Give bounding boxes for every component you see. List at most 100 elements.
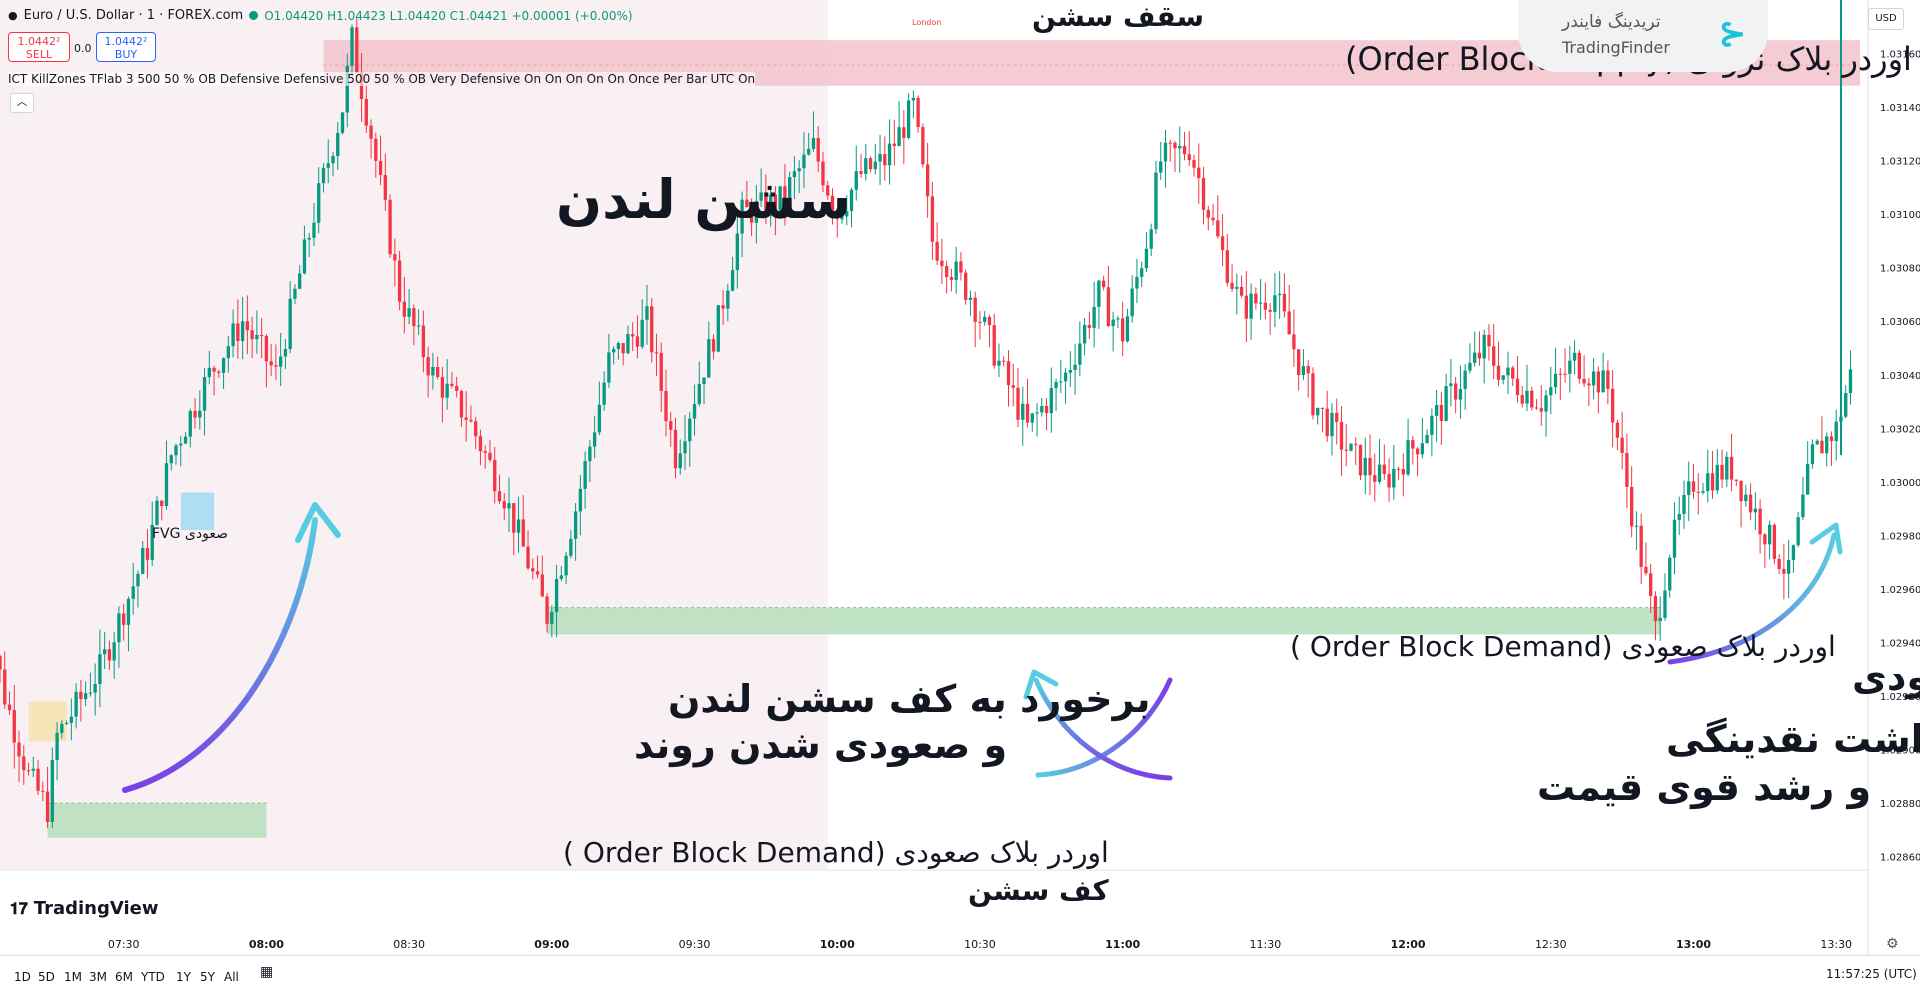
candle-body [559, 575, 563, 579]
candle-body [1639, 525, 1643, 567]
zone-demand-1 [547, 607, 1661, 635]
candle-body [811, 137, 816, 149]
candle-body [1473, 352, 1477, 363]
candle-body [1320, 407, 1325, 409]
candle-body [88, 692, 93, 694]
candle-body [1054, 382, 1058, 389]
candle-body [474, 421, 478, 437]
candle-series [0, 0, 1853, 829]
candle-body [1415, 448, 1420, 455]
tf-1y[interactable]: 1Y [176, 970, 191, 984]
candle-body [141, 548, 145, 574]
candle-body [554, 578, 559, 613]
candle-body [1691, 481, 1696, 492]
tf-ytd[interactable]: YTD [141, 970, 165, 984]
candle-body [1834, 421, 1838, 442]
y-tick-label-2: 1.03120 [1880, 157, 1920, 168]
candle-body [883, 154, 887, 166]
y-tick-label-11: 1.02940 [1880, 638, 1920, 649]
tradingview-label: TradingView [33, 898, 159, 919]
candle-body [69, 716, 74, 723]
y-tick-label-13: 1.02900 [1880, 746, 1920, 757]
candle-body [1144, 248, 1149, 269]
candle-body [1725, 456, 1729, 480]
candle-body [1772, 524, 1777, 559]
tf-1d[interactable]: 1D [14, 970, 31, 984]
sell-button[interactable]: 1.0442² SELL [8, 32, 70, 62]
candle-body [526, 546, 530, 569]
candle-body [1216, 220, 1220, 237]
candle-body [702, 377, 706, 385]
x-tick-label-1: 08:00 [249, 938, 284, 951]
buy-button[interactable]: 1.0442² BUY [96, 32, 156, 62]
settings-icon[interactable]: ⚙ [1886, 936, 1899, 952]
candle-body [1373, 475, 1377, 482]
candle-body [369, 125, 373, 139]
y-tick-label-9: 1.02980 [1880, 531, 1920, 542]
candle-body [1596, 371, 1601, 393]
candle-body [7, 704, 12, 711]
indicator-legend[interactable]: ICT KillZones TFlab 3 500 50 % OB Defens… [8, 72, 756, 86]
candle-body [364, 98, 368, 126]
tf-1m[interactable]: 1M [64, 970, 82, 984]
candle-body [0, 656, 2, 670]
candle-body [1468, 362, 1472, 371]
candle-body [1482, 334, 1486, 359]
candle-body [983, 316, 987, 323]
zone-label-3: صعودی FVG [152, 526, 228, 542]
tf-5d[interactable]: 5D [38, 970, 55, 984]
candle-body [954, 261, 958, 280]
candle-body [588, 446, 592, 462]
candle-body [1282, 293, 1287, 312]
candle-body [1363, 457, 1367, 476]
candle-body [355, 27, 359, 73]
candle-body [859, 171, 863, 174]
candle-body [1201, 178, 1206, 210]
candle-body [592, 432, 597, 447]
candle-body [45, 791, 50, 822]
zone-label-2: اوردر بلاک صعودی (Order Block Demand ) [563, 836, 1109, 869]
tf-3m[interactable]: 3M [89, 970, 107, 984]
candle-body [1439, 404, 1444, 421]
candle-body [112, 642, 116, 661]
candle-body [217, 371, 221, 373]
candle-body [407, 308, 411, 317]
symbol-title[interactable]: Euro / U.S. Dollar · 1 · FOREX.com [23, 8, 244, 23]
chevron-up-icon[interactable]: ︿ [10, 93, 34, 113]
annotation-arrows [122, 502, 1843, 793]
candle-body [545, 596, 549, 624]
candle-body [754, 200, 759, 223]
candle-body [1239, 286, 1244, 296]
candle-body [1344, 449, 1348, 451]
candle-body [60, 723, 64, 733]
candle-body [959, 261, 963, 273]
y-tick-label-5: 1.03060 [1880, 317, 1920, 328]
candle-body [1154, 172, 1158, 230]
candle-body [631, 334, 635, 337]
tf-all[interactable]: All [224, 970, 239, 984]
candle-body [1130, 288, 1134, 317]
candle-body [692, 403, 697, 419]
candle-body [98, 654, 102, 685]
x-tick-label-5: 10:00 [820, 938, 855, 951]
candle-body [1829, 436, 1834, 442]
x-tick-label-2: 08:30 [393, 938, 425, 951]
candle-body [1601, 370, 1605, 393]
candle-body [1059, 381, 1063, 383]
date-range-icon[interactable]: ▦ [260, 964, 274, 980]
candle-body [1025, 403, 1030, 423]
candle-body [902, 127, 906, 138]
candle-body [1368, 457, 1372, 476]
tf-5y[interactable]: 5Y [200, 970, 215, 984]
candle-body [1534, 407, 1539, 409]
currency-button[interactable]: USD [1868, 8, 1904, 30]
candle-body [602, 382, 606, 405]
candle-body [1620, 437, 1624, 453]
tf-6m[interactable]: 6M [115, 970, 133, 984]
x-tick-label-11: 13:00 [1676, 938, 1711, 951]
flag-icon: ● [8, 9, 18, 22]
timeframe-bar: 1D 5D 1M 3M 6M YTD 1Y 5Y All [0, 955, 1920, 997]
candle-body [1040, 405, 1044, 413]
candle-body [1810, 444, 1815, 465]
